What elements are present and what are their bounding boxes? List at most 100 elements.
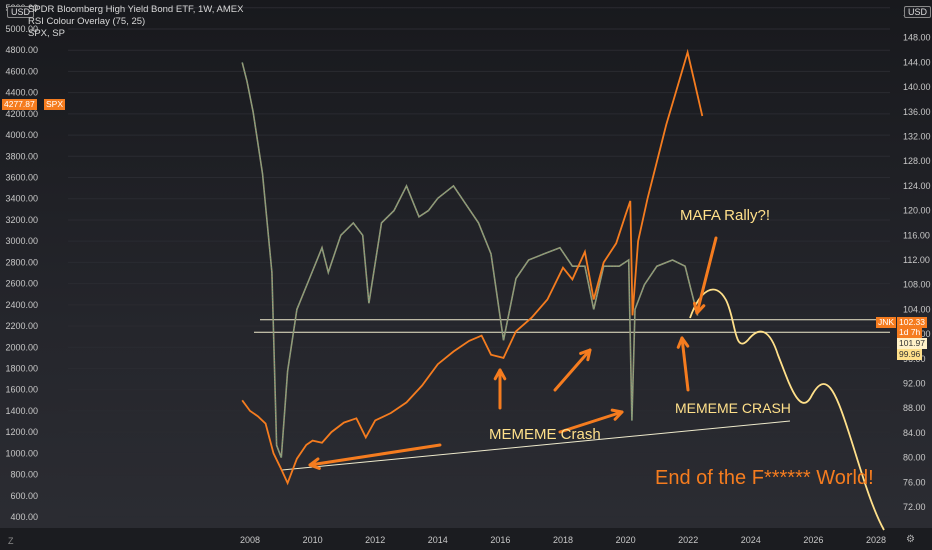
left-axis-tick: 4400.00 — [5, 88, 38, 98]
arrow-head — [610, 408, 624, 421]
left-axis-tick: 800.00 — [10, 470, 38, 480]
arrow-2018-low[interactable] — [553, 348, 592, 392]
right-axis-tick: 136.00 — [903, 107, 931, 117]
left-axis-tick: 1600.00 — [5, 385, 38, 395]
left-axis-tick: 600.00 — [10, 491, 38, 501]
chart-legend: SPDR Bloomberg High Yield Bond ETF, 1W, … — [28, 4, 243, 40]
right-axis-tick: 88.00 — [903, 403, 926, 413]
left-axis-tick: 3600.00 — [5, 173, 38, 183]
spx-price-tag: 4277.87 — [2, 99, 37, 110]
left-axis-tick: 2800.00 — [5, 257, 38, 267]
left-axis-tick: 3400.00 — [5, 194, 38, 204]
arrow-head — [493, 368, 507, 381]
right-axis-tick: 140.00 — [903, 82, 931, 92]
time-axis-tick: 2022 — [678, 535, 698, 545]
arrow-head — [676, 336, 690, 349]
jnk-price-line[interactable] — [241, 62, 699, 458]
annotation-mememe-crash-upper[interactable]: MEMEME CRASH — [675, 400, 791, 416]
arrow-shaft — [680, 336, 690, 392]
spx-price-value: 4277.87 — [4, 99, 35, 109]
left-axis-tick: 1000.00 — [5, 448, 38, 458]
left-axis-tick: 2400.00 — [5, 300, 38, 310]
arrow-shaft — [558, 410, 624, 434]
arrow-shaft — [695, 236, 718, 315]
left-axis-tick: 4600.00 — [5, 66, 38, 76]
right-axis-tick: 80.00 — [903, 453, 926, 463]
axis-settings-icon[interactable]: Z — [8, 536, 14, 546]
arrow-2020-crash[interactable] — [558, 408, 624, 434]
projection-curve[interactable] — [689, 288, 885, 531]
time-axis-tick: 2020 — [616, 535, 636, 545]
arrow-mafa[interactable] — [693, 236, 718, 315]
level-tag-b: 99.96 — [897, 349, 923, 360]
right-axis-tick: 112.00 — [903, 255, 930, 265]
arrow-shaft — [553, 348, 592, 392]
jnk-symbol-tag: JNK — [876, 317, 897, 328]
time-axis-tick: 2018 — [553, 535, 573, 545]
left-currency-badge[interactable]: USD — [7, 6, 35, 18]
left-axis-tick: 5000.00 — [5, 24, 38, 34]
arrow-head — [308, 457, 321, 470]
right-axis-tick: 76.00 — [903, 477, 926, 487]
left-axis-tick: 3800.00 — [5, 151, 38, 161]
right-axis-tick: 92.00 — [903, 379, 926, 389]
time-axis-tick: 2014 — [428, 535, 448, 545]
arrow-2016-low[interactable] — [493, 368, 507, 410]
time-axis-tick: 2008 — [240, 535, 260, 545]
spx-trendline[interactable] — [281, 420, 791, 471]
arrow-head — [579, 348, 592, 362]
legend-main-symbol[interactable]: SPDR Bloomberg High Yield Bond ETF, 1W, … — [28, 4, 244, 15]
left-axis-tick: 1400.00 — [5, 406, 38, 416]
left-axis-tick: 2600.00 — [5, 279, 38, 289]
left-axis-tick: 2200.00 — [5, 321, 38, 331]
right-axis-tick: 124.00 — [903, 181, 931, 191]
spx-price-line[interactable] — [241, 48, 704, 486]
left-axis-tick: 4000.00 — [5, 130, 38, 140]
spx-symbol-tag: SPX — [44, 99, 66, 110]
right-axis-tick: 148.00 — [903, 33, 931, 43]
time-axis[interactable]: 2008 2010 2012 2014 2016 2018 2020 2022 2024 2026… — [240, 535, 886, 545]
left-axis-tick: 3200.00 — [5, 215, 38, 225]
legend-indicator[interactable]: RSI Colour Overlay (75, 25) — [28, 16, 146, 27]
right-axis-tick: 120.00 — [903, 206, 931, 216]
arrow-2022-crash[interactable] — [676, 336, 690, 392]
right-axis[interactable]: 152.00148.00144.00140.00136.00132.00128.… — [903, 8, 931, 512]
annotation-end-of-world[interactable]: End of the F****** World! — [655, 467, 874, 489]
annotation-mememe-crash-lower[interactable]: MEMEME Crash — [489, 426, 601, 443]
jnk-countdown-tag: 1d 7h — [897, 327, 923, 338]
jnk-price-tag: 102.33 — [897, 317, 927, 328]
left-axis-tick: 400.00 — [10, 512, 38, 522]
time-axis-tick: 2028 — [866, 535, 886, 545]
left-axis-tick: 2000.00 — [5, 342, 38, 352]
time-axis-tick: 2026 — [803, 535, 823, 545]
time-axis-tick: 2012 — [365, 535, 385, 545]
right-axis-tick: 104.00 — [903, 304, 931, 314]
right-axis-tick: 132.00 — [903, 132, 931, 142]
left-axis-tick: 1800.00 — [5, 363, 38, 373]
annotation-arrows[interactable] — [308, 236, 718, 470]
arrow-head — [693, 301, 706, 315]
left-axis-tick: 4200.00 — [5, 109, 38, 119]
arrow-shaft — [308, 443, 442, 467]
left-axis[interactable]: 5200.005000.004800.004600.004400.004200.… — [5, 3, 38, 522]
annotation-mafa[interactable]: MAFA Rally?! — [680, 207, 770, 224]
support-lines[interactable] — [254, 319, 890, 471]
arrow-2009-low[interactable] — [308, 443, 442, 470]
left-axis-tick: 4800.00 — [5, 45, 38, 55]
auto-scale-icon[interactable]: ⚙ — [906, 534, 915, 545]
left-axis-tick: 1200.00 — [5, 427, 38, 437]
right-axis-tick: 116.00 — [903, 230, 930, 240]
time-axis-tick: 2024 — [741, 535, 761, 545]
time-axis-tick: 2010 — [303, 535, 323, 545]
right-axis-tick: 144.00 — [903, 57, 931, 67]
time-axis-strip — [0, 528, 932, 550]
right-axis-tick: 84.00 — [903, 428, 926, 438]
right-currency-badge[interactable]: USD — [904, 6, 932, 18]
right-axis-tick: 108.00 — [903, 280, 931, 290]
legend-compare-symbol[interactable]: SPX, SP — [28, 28, 65, 39]
grid-lines — [68, 7, 890, 518]
right-axis-tick: 128.00 — [903, 156, 931, 166]
time-axis-tick: 2016 — [490, 535, 510, 545]
